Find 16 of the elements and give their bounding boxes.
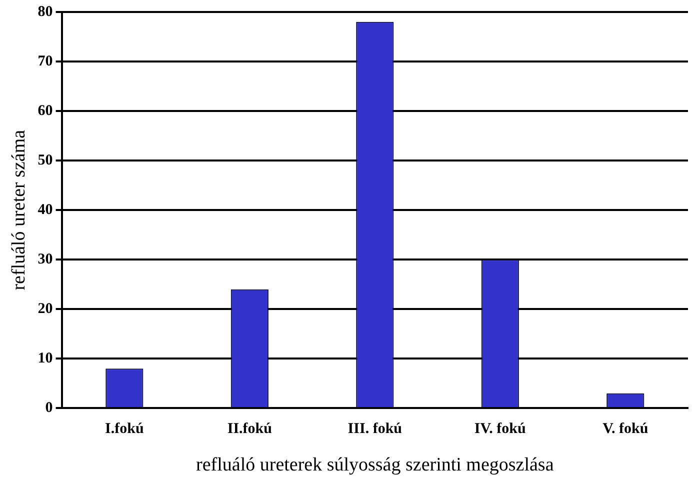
x-tick-label: I.fokú xyxy=(105,421,144,438)
y-tick-label: 0 xyxy=(45,400,53,416)
x-axis-title: refluáló ureterek súlyosság szerinti megoszlása xyxy=(196,454,554,476)
y-axis-title: refluáló ureter száma xyxy=(8,129,30,290)
y-tick-label: 50 xyxy=(38,152,53,168)
y-tick-label: 30 xyxy=(38,252,53,268)
x-tick-label: IV. fokú xyxy=(474,421,526,438)
y-tick-label: 10 xyxy=(38,350,53,367)
y-tick-label: 70 xyxy=(38,53,53,70)
x-tick-label: III. fokú xyxy=(348,421,402,438)
x-tick-label: II.fokú xyxy=(227,421,272,438)
y-tick-label: 60 xyxy=(38,102,53,119)
y-tick-label: 20 xyxy=(38,301,53,318)
x-tick-label: V. fokú xyxy=(602,421,648,438)
y-tick-label: 40 xyxy=(38,202,53,218)
y-tick-label: 80 xyxy=(38,4,53,20)
